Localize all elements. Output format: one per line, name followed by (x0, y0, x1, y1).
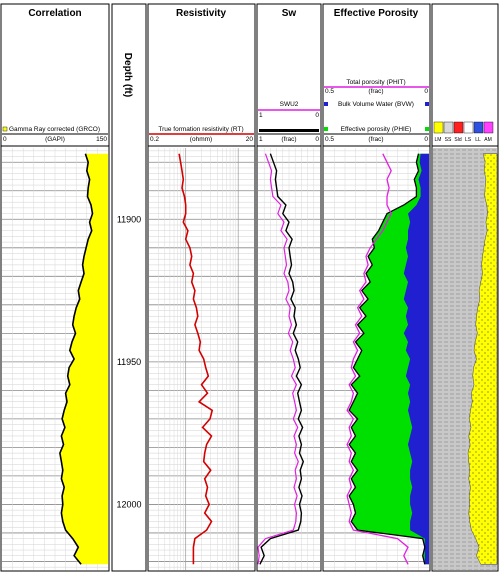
track-sw-frame (256, 3, 322, 572)
lithology-legend-label: Sld (454, 137, 461, 143)
track-porosity-frame (322, 3, 431, 572)
track-lithology-frame (431, 3, 499, 572)
track-title-correlation: Correlation (28, 8, 81, 19)
lithology-legend-label: AM (484, 137, 492, 143)
lithology-legend-label: LM (435, 137, 442, 143)
sw-scale-right-2: 0 (315, 136, 319, 143)
sw-unit: (frac) (281, 136, 296, 143)
phie-scale-right: 0 (424, 136, 428, 143)
gr-curve (59, 153, 94, 565)
depth-tick-label: 11900 (117, 214, 141, 224)
sw-scale-left-2: 1 (259, 136, 263, 143)
sw-curve-label: SWU2 (280, 101, 299, 108)
rt-curve (178, 153, 214, 565)
gr-scale-right: 150 (96, 136, 107, 143)
bvw-label: Bulk Volume Water (BVW) (338, 101, 414, 108)
depth-axis-title: Depth (ft) (122, 53, 133, 97)
lithology-legend-label: SS (445, 137, 452, 143)
bvw-fill (403, 153, 429, 565)
sw-curve-secondary (257, 153, 299, 565)
gr-scale-left: 0 (3, 136, 7, 143)
lithology-legend-label: LL (475, 137, 481, 143)
phit-scale-right: 0 (424, 88, 428, 95)
sw-scale-right: 0 (315, 112, 319, 119)
phit-curve (346, 153, 409, 565)
phie-scale-left: 0.5 (325, 136, 334, 143)
phie-unit: (frac) (368, 136, 383, 143)
gr-legend-swatch (2, 126, 8, 132)
depth-tick-label: 12000 (116, 499, 141, 509)
rt-scale-left: 0.2 (150, 136, 159, 143)
sw-curve (259, 153, 305, 565)
phit-label: Total porosity (PHIT) (346, 79, 405, 86)
track-depth-frame (111, 3, 147, 572)
rt-scale-right: 20 (246, 136, 254, 143)
gr-curve-label: Gamma Ray corrected (GRCO) (9, 126, 100, 133)
lithology-legend-label: LS (465, 137, 472, 143)
phit-scale-left: 0.5 (325, 88, 334, 95)
track-resistivity-frame (147, 3, 256, 572)
lithology-sand (467, 153, 498, 565)
lithology-legend (433, 121, 494, 134)
phie-legend-swatch-left (324, 127, 328, 131)
gr-unit: (GAPI) (45, 136, 65, 143)
bvw-legend-swatch-left (324, 102, 328, 106)
depth-tick-label: 11950 (117, 357, 141, 367)
rt-unit: (ohmm) (190, 136, 212, 143)
rt-curve-label: True formation resistivity (RT) (158, 126, 243, 133)
sw-scale-left: 1 (259, 112, 263, 119)
track-title-porosity: Effective Porosity (334, 8, 419, 19)
phie-legend-swatch-right (425, 127, 429, 131)
gr-fill (59, 153, 108, 565)
track-title-sw: Sw (282, 8, 297, 19)
phie-label: Effective porosity (PHIE) (341, 126, 412, 133)
phie-curve (348, 153, 426, 565)
track-title-resistivity: Resistivity (176, 8, 226, 19)
phit-unit: (frac) (368, 88, 383, 95)
bvw-legend-swatch-right (425, 102, 429, 106)
track-correlation-frame (0, 3, 110, 572)
